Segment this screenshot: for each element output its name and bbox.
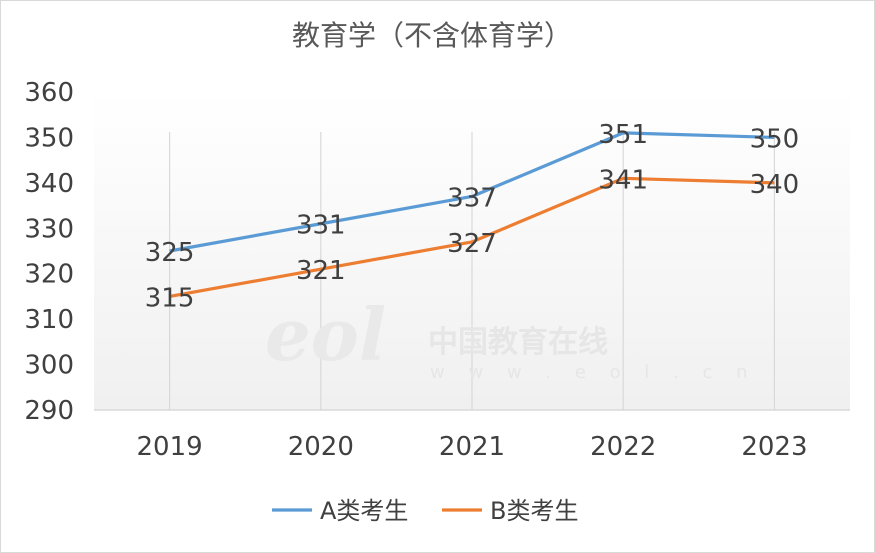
y-tick-label: 300	[24, 351, 74, 381]
data-label: 331	[296, 211, 346, 241]
watermark-url: w w w . e o l . c n	[430, 362, 757, 383]
watermark-logo: eol	[265, 292, 386, 377]
legend-label: B类考生	[490, 497, 578, 525]
x-tick-label: 2023	[741, 432, 807, 462]
y-tick-label: 340	[24, 169, 74, 199]
data-label: 321	[296, 256, 346, 286]
series-line-a	[169, 131, 775, 253]
y-tick-label: 310	[24, 305, 74, 335]
data-label: 327	[447, 229, 497, 259]
x-tick-label: 2020	[288, 432, 354, 462]
y-tick-label: 350	[24, 123, 74, 153]
watermark-text: 中国教育在线	[428, 325, 608, 360]
chart-title: 教育学（不含体育学）	[292, 19, 572, 52]
y-tick-label: 320	[24, 260, 74, 290]
y-tick-label: 360	[24, 78, 74, 108]
x-tick-label: 2021	[439, 432, 505, 462]
watermark: eol 中国教育在线 w w w . e o l . c n	[265, 292, 757, 383]
data-label: 315	[145, 283, 195, 313]
x-tick-label: 2019	[137, 432, 203, 462]
data-label: 340	[750, 170, 800, 200]
legend-label: A类考生	[320, 497, 408, 525]
data-label: 341	[598, 165, 648, 195]
data-label: 351	[598, 120, 648, 150]
series-line-b	[169, 176, 775, 299]
data-label: 337	[447, 183, 497, 213]
data-label: 350	[750, 124, 800, 154]
data-label: 325	[145, 238, 195, 268]
y-tick-label: 330	[24, 214, 74, 244]
y-tick-label: 290	[24, 396, 74, 426]
x-tick-label: 2022	[590, 432, 656, 462]
